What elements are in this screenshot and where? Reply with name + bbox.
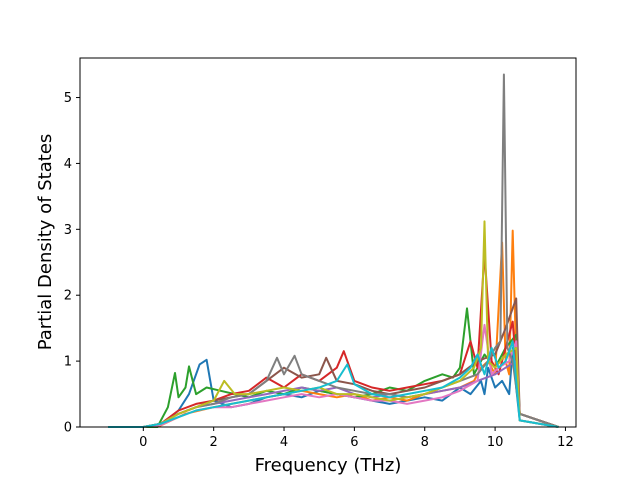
series-line-10 xyxy=(108,340,559,428)
y-axis: 0 1 2 3 4 5 xyxy=(64,91,80,436)
series-line-9 xyxy=(108,220,559,428)
x-tick-label: 12 xyxy=(557,435,574,450)
y-tick-label: 2 xyxy=(64,289,72,304)
y-tick-label: 5 xyxy=(64,91,72,106)
series-line-8 xyxy=(108,73,559,428)
series-line-4 xyxy=(108,251,559,428)
x-tick-label: 10 xyxy=(487,435,504,450)
y-axis-label: Partial Density of States xyxy=(35,134,56,351)
x-tick-label: 2 xyxy=(210,435,218,450)
series-line-2 xyxy=(108,229,559,428)
y-tick-label: 4 xyxy=(64,157,72,172)
y-tick-label: 3 xyxy=(64,223,72,238)
series-layer xyxy=(108,73,559,428)
x-axis-label: Frequency (THz) xyxy=(255,455,402,476)
x-tick-label: 6 xyxy=(350,435,358,450)
x-tick-label: 8 xyxy=(421,435,429,450)
y-tick-label: 1 xyxy=(64,355,72,370)
x-tick-label: 4 xyxy=(280,435,288,450)
x-axis: 0 2 4 6 8 10 12 xyxy=(139,427,574,450)
y-tick-label: 0 xyxy=(64,421,72,436)
plot-frame xyxy=(79,57,577,428)
x-tick-label: 0 xyxy=(139,435,147,450)
